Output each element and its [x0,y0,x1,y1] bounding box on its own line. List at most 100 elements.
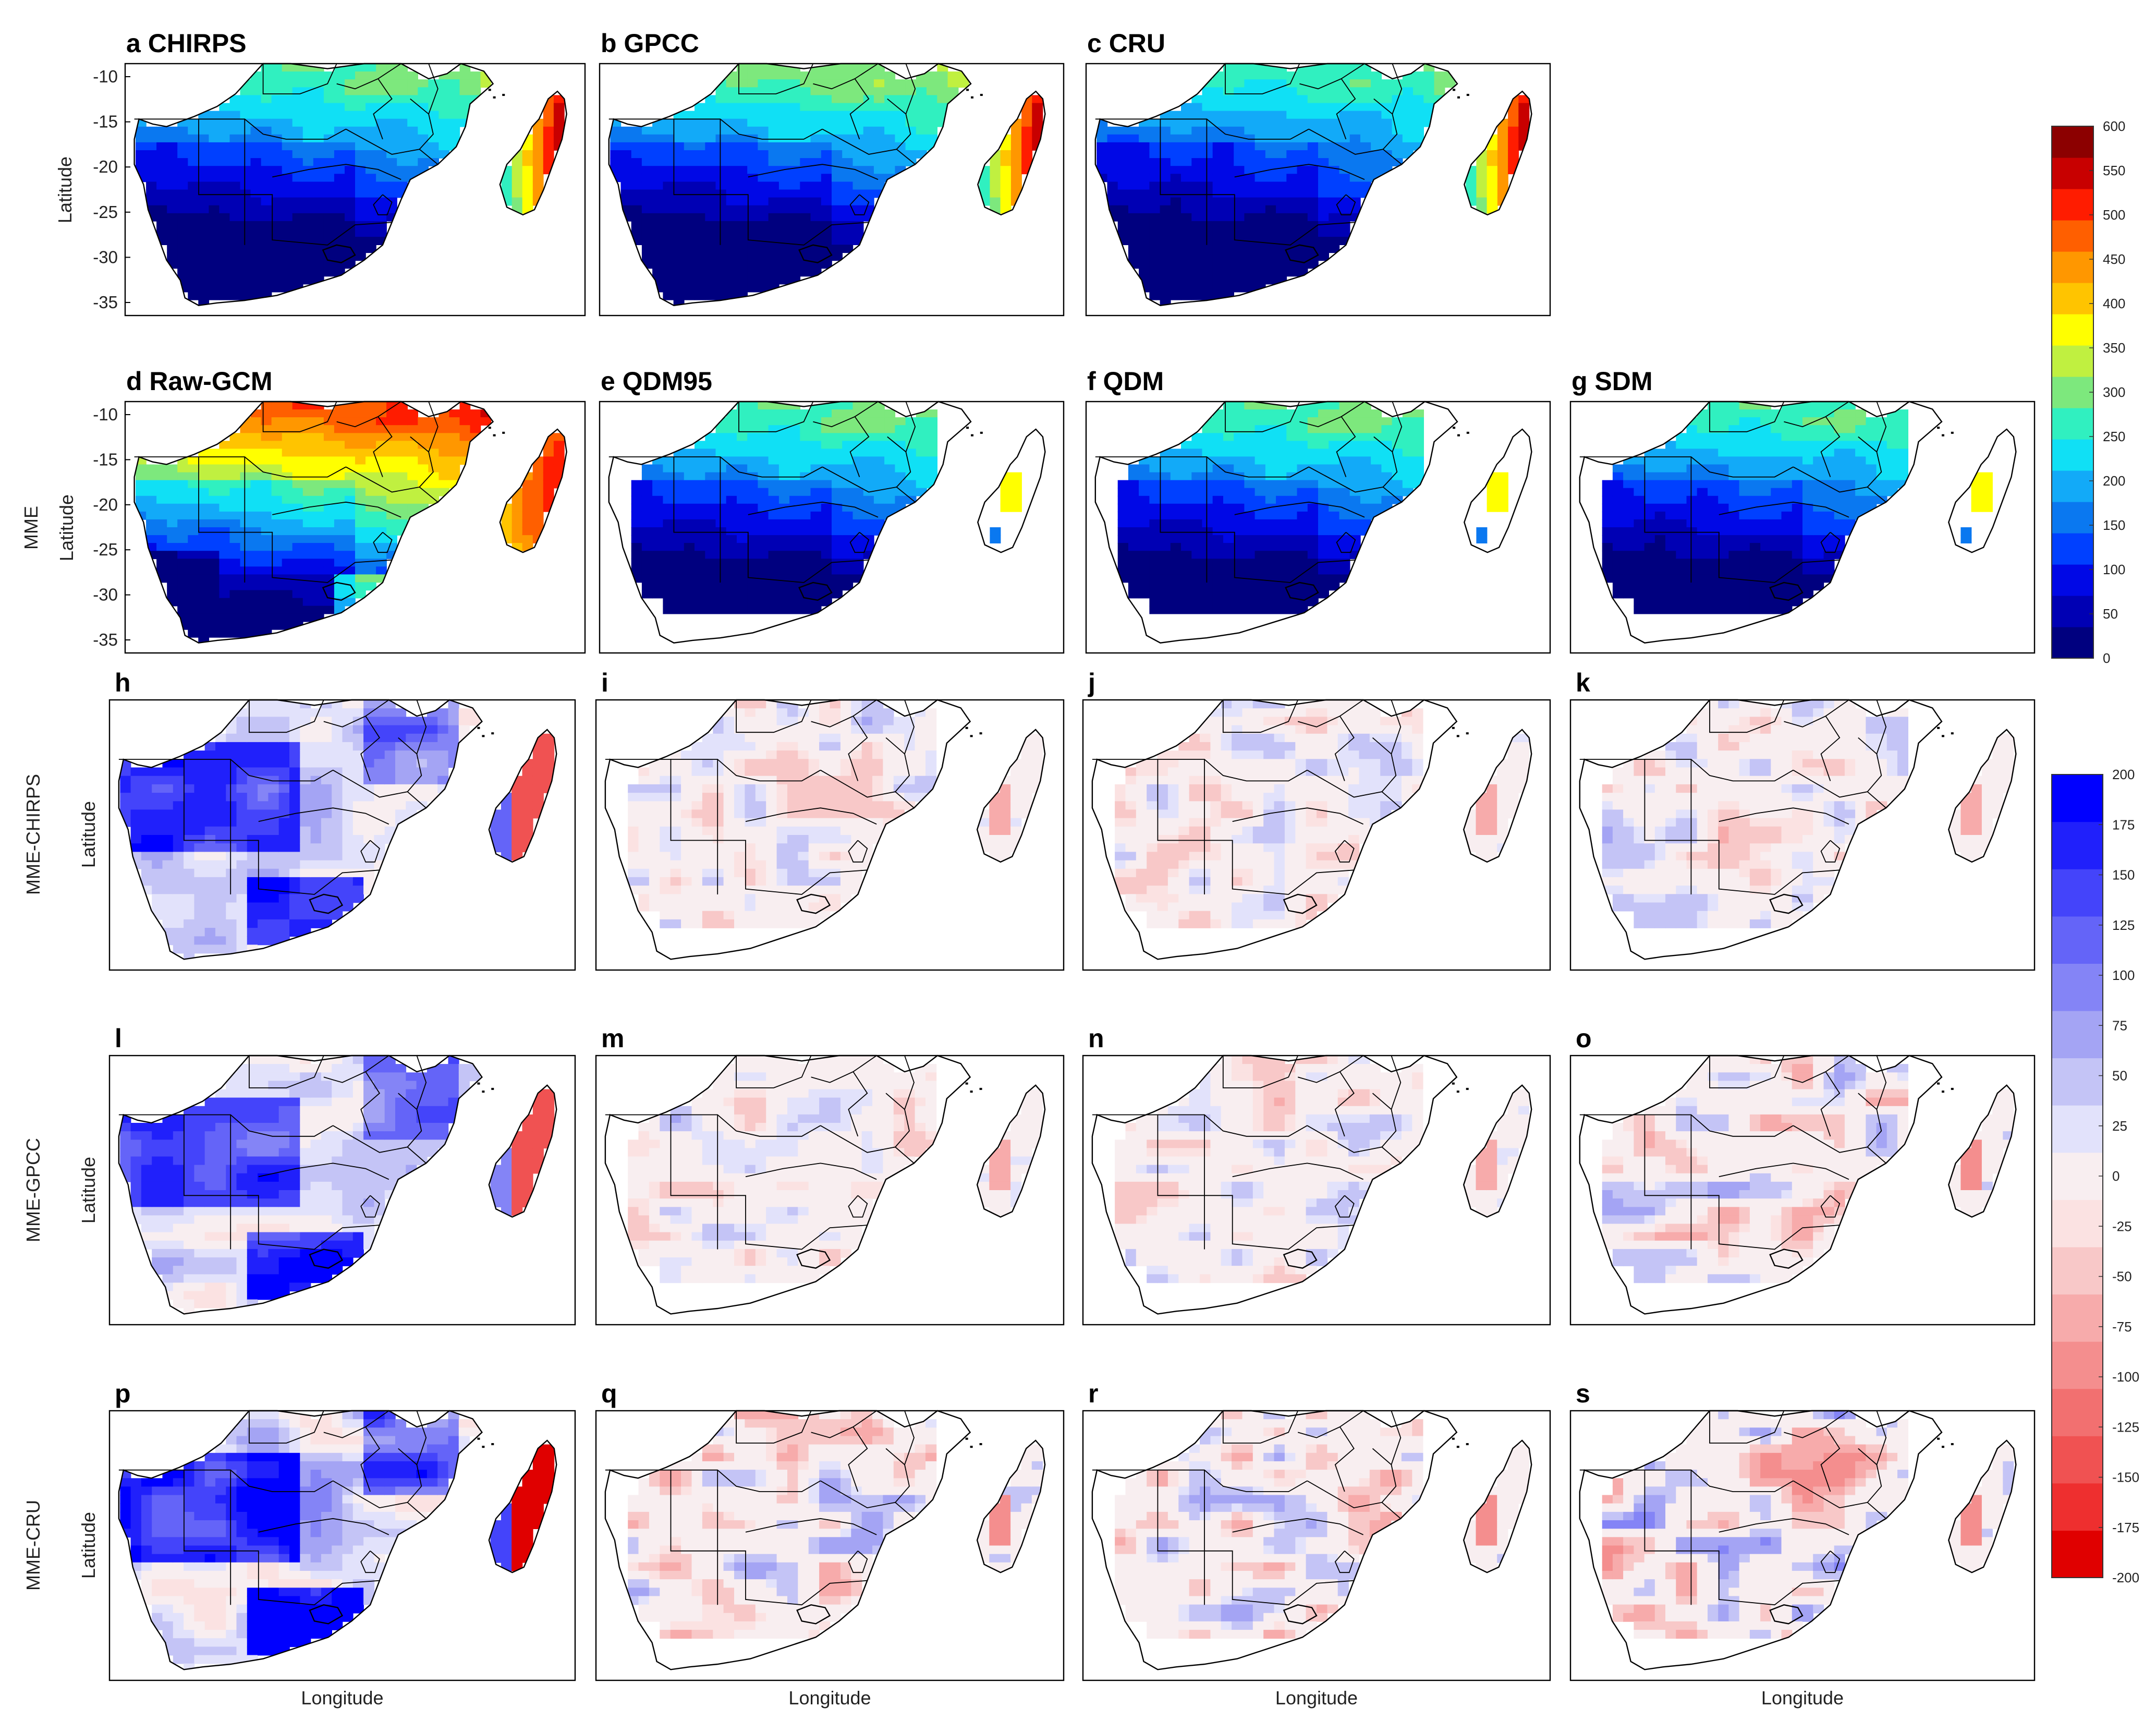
panel-frame [1085,401,1551,654]
panel-frame [108,1410,576,1681]
panel-title-p: p [115,1379,131,1408]
panel-frame [1082,1055,1551,1326]
field-h [120,700,555,960]
colorbar-tick-label: 550 [2103,163,2125,178]
colorbar-tick-label: -125 [2112,1419,2139,1435]
panel-title-f: f QDM [1087,367,1164,396]
colorbar-segment [2052,502,2093,534]
country-borders [1091,699,1532,960]
panel-title-s: s [1576,1379,1590,1408]
field-c [1097,64,1530,306]
map-panel-c [1085,63,1551,317]
panel-title-r: r [1088,1379,1098,1408]
colorbar-tick-label: -100 [2112,1369,2139,1385]
panel-frame [599,401,1065,654]
colorbar-segment [2052,1010,2103,1059]
map-panel-o [1569,1055,2036,1326]
lat-tick-label: -15 [93,112,118,131]
row-label-mme-chirps: MME-CHIRPS [22,774,44,895]
panel-frame [595,1410,1065,1681]
colorbar-tick-label: 100 [2112,967,2135,983]
panel-title-j: j [1088,668,1095,697]
country-borders [1579,1410,2017,1670]
colorbar-segment [2052,158,2093,189]
ylabel-row1: Latitude [54,156,76,223]
country-borders [1579,401,2017,644]
field-i [628,700,1043,928]
panel-frame [595,1055,1065,1326]
lat-tick-label: -25 [93,540,118,559]
field-q [628,1411,1043,1639]
map-panel-p [108,1410,576,1681]
colorbar-segment [2052,1200,2103,1247]
colorbar-segment [2052,627,2093,659]
colorbar-segment [2052,1058,2103,1106]
map-panel-n [1082,1055,1551,1326]
colorbar-tick-label: 75 [2112,1018,2127,1033]
colorbar-segment [2052,470,2093,502]
panel-title-i: i [601,668,608,697]
map-panel-m [595,1055,1065,1326]
country-borders [608,401,1046,644]
lat-tick-label: -30 [93,585,118,604]
colorbar-segment [2052,774,2103,822]
colorbar-tick-label: 250 [2103,429,2125,444]
colorbar-segment [2052,869,2103,917]
colorbar-segment [2052,596,2093,627]
xlabel-col4: Longitude [1761,1687,1844,1709]
panel-frame [595,699,1065,971]
map-panel-i [595,699,1065,971]
colorbar-tick-label: 50 [2112,1068,2127,1084]
panel-frame [599,63,1065,317]
colorbar-segment [2052,1246,2103,1295]
panel-title-o: o [1576,1024,1592,1053]
colorbar-segment [2052,1530,2103,1578]
row-label-mme-gpcc: MME-GPCC [22,1138,44,1242]
colorbar-tick-label: 350 [2103,340,2125,356]
row-label-mme: MME [20,506,42,550]
colorbar-segment [2052,1105,2103,1153]
colorbar-segment [2052,1152,2103,1200]
colorbar-segment [2052,126,2093,158]
country-borders [1579,699,2017,960]
colorbar-segment [2052,963,2103,1011]
colorbar-tick-label: 25 [2112,1118,2127,1134]
panel-title-h: h [115,668,131,697]
colorbar-segment [2052,377,2093,408]
colorbar-segment [2052,314,2093,346]
colorbar-tick-label: -25 [2112,1218,2132,1234]
colorbar-tick-label: 450 [2103,251,2125,267]
colorbar-segment [2052,533,2093,565]
colorbar-tick-label: 400 [2103,296,2125,311]
panel-frame [1085,63,1551,317]
panel-title-d: d Raw-GCM [126,367,273,396]
ylabel-row5: Latitude [78,1512,99,1579]
panel-title-k: k [1576,668,1590,697]
xlabel-col2: Longitude [788,1687,871,1709]
map-panel-k [1569,699,2036,971]
panel-frame [1569,1055,2036,1326]
colorbar-tick-label: 150 [2103,517,2125,533]
field-r [1115,1411,1530,1639]
panel-frame [108,699,576,971]
colorbar-segment [2052,1436,2103,1484]
panel-title-b: b GPCC [601,29,699,58]
map-panel-a [124,63,586,317]
colorbar-segment [2052,408,2093,440]
colorbar-segment [2052,821,2103,869]
colorbar-segment [2052,1388,2103,1436]
colorbar-tick-label: 125 [2112,917,2135,933]
panel-title-l: l [115,1024,122,1053]
country-borders [133,63,567,306]
lat-tick-label: -35 [93,293,118,312]
lat-tick-label: -20 [93,495,118,514]
country-borders [1094,401,1532,644]
panel-frame [1569,699,2036,971]
country-borders [1094,63,1532,306]
panel-frame [124,401,586,654]
panel-frame [124,63,586,317]
country-borders [118,1410,557,1670]
row-label-mme-cru: MME-CRU [22,1500,44,1591]
xlabel-col1: Longitude [301,1687,383,1709]
colorbar-tick-label: 200 [2103,473,2125,489]
